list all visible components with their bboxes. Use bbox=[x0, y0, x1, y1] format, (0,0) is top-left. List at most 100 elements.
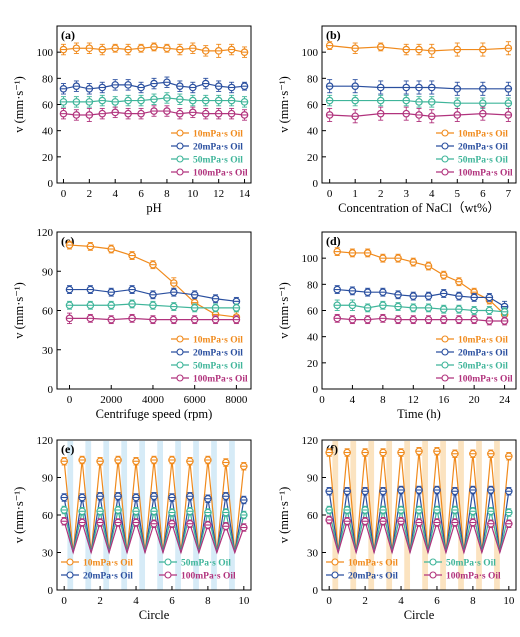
x-tick-label: 4 bbox=[350, 394, 356, 406]
legend-marker bbox=[331, 558, 339, 566]
y-axis-title: v (mm·s⁻¹) bbox=[12, 487, 26, 544]
legend-label: 100mPa·s Oil bbox=[446, 572, 501, 582]
legend-marker bbox=[331, 571, 339, 579]
background-stripe bbox=[139, 441, 146, 590]
x-axis-title: Circle bbox=[404, 608, 435, 622]
legend-marker bbox=[176, 361, 184, 369]
y-tick-label: 0 bbox=[313, 585, 319, 597]
background-stripe bbox=[211, 441, 217, 590]
y-tick-label: 120 bbox=[302, 435, 319, 447]
x-tick-label: 8000 bbox=[225, 394, 248, 406]
legend: 10mPa·s Oil 20mPa·s Oil 50mPa·s Oil 100mPa·… bbox=[171, 129, 248, 179]
legend-item-10mPa: 10mPa·s Oil bbox=[61, 558, 133, 569]
legend-label: 100mPa·s Oil bbox=[458, 375, 513, 385]
x-tick-label: 5 bbox=[455, 188, 461, 200]
legend: 10mPa·s Oil 20mPa·s Oil 50mPa·s Oil 100mPa·… bbox=[326, 558, 501, 582]
y-axis-title: v (mm·s⁻¹) bbox=[277, 76, 291, 133]
series-50mPa bbox=[325, 505, 513, 553]
x-tick-label: 2 bbox=[362, 595, 368, 607]
legend-marker bbox=[176, 168, 184, 176]
x-tick-label: 4000 bbox=[142, 394, 165, 406]
legend-label: 50mPa·s Oil bbox=[458, 362, 508, 372]
series-10mPa bbox=[60, 455, 248, 553]
legend-marker bbox=[441, 142, 449, 150]
x-tick-label: 12 bbox=[213, 188, 224, 200]
legend-marker bbox=[176, 129, 184, 137]
y-axis-title: v (mm·s⁻¹) bbox=[12, 76, 26, 133]
legend-label: 10mPa·s Oil bbox=[193, 336, 243, 346]
y-tick-label: 80 bbox=[42, 73, 54, 85]
y-tick-label: 80 bbox=[307, 279, 319, 291]
y-tick-label: 20 bbox=[42, 152, 54, 164]
y-tick-label: 120 bbox=[37, 435, 54, 447]
x-tick-label: 16 bbox=[438, 394, 450, 406]
x-tick-label: 0 bbox=[67, 394, 73, 406]
x-tick-label: 6000 bbox=[184, 394, 207, 406]
x-tick-label: 4 bbox=[398, 595, 404, 607]
x-tick-label: 7 bbox=[506, 188, 512, 200]
legend-item-100mPa: 100mPa·s Oil bbox=[171, 168, 248, 179]
legend: 10mPa·s Oil 20mPa·s Oil 50mPa·s Oil 100mPa·… bbox=[61, 558, 236, 582]
series-20mPa bbox=[59, 76, 249, 95]
background-stripe bbox=[121, 441, 128, 590]
legend-label: 100mPa·s Oil bbox=[181, 572, 236, 582]
legend-marker bbox=[429, 558, 437, 566]
series-20mPa bbox=[325, 485, 513, 553]
series-100mPa bbox=[325, 106, 513, 124]
y-tick-label: 100 bbox=[302, 253, 319, 265]
legend-item-20mPa: 20mPa·s Oil bbox=[436, 348, 508, 359]
panel-e: 0 30 60 90 120 0 2 4 6 8 10 Circle v (mm·s⁻¹) (e) 10mP… bbox=[12, 435, 252, 622]
series-100mPa bbox=[60, 517, 248, 555]
y-tick-label: 90 bbox=[42, 266, 54, 278]
x-tick-label: 10 bbox=[238, 595, 250, 607]
legend-item-20mPa: 20mPa·s Oil bbox=[436, 142, 508, 153]
y-tick-label: 20 bbox=[307, 358, 319, 370]
legend-label: 50mPa·s Oil bbox=[181, 559, 231, 569]
y-axis-title: v (mm·s⁻¹) bbox=[12, 282, 26, 339]
legend-item-10mPa: 10mPa·s Oil bbox=[171, 335, 243, 346]
panel-label: (d) bbox=[326, 234, 341, 248]
x-tick-label: 8 bbox=[205, 595, 211, 607]
panel-d: 0 20 40 60 80 100 0 4 8 12 16 20 24 Time (h) v (mm·s⁻¹… bbox=[277, 231, 517, 421]
legend-label: 10mPa·s Oil bbox=[83, 559, 133, 569]
legend: 10mPa·s Oil 20mPa·s Oil 50mPa·s Oil 100mPa·… bbox=[436, 129, 513, 179]
x-axis-title: Centrifuge speed (rpm) bbox=[96, 407, 213, 421]
legend-item-20mPa: 20mPa·s Oil bbox=[171, 348, 243, 359]
series-50mPa bbox=[65, 299, 241, 313]
x-tick-label: 0 bbox=[319, 394, 325, 406]
y-tick-label: 60 bbox=[42, 100, 54, 112]
legend-item-100mPa: 100mPa·s Oil bbox=[424, 571, 501, 582]
legend-item-100mPa: 100mPa·s Oil bbox=[159, 571, 236, 582]
x-tick-label: 2000 bbox=[100, 394, 123, 406]
legend: 10mPa·s Oil 20mPa·s Oil 50mPa·s Oil 100mPa·… bbox=[436, 335, 513, 385]
legend-item-10mPa: 10mPa·s Oil bbox=[326, 558, 398, 569]
x-tick-label: 8 bbox=[164, 188, 170, 200]
legend-marker bbox=[164, 571, 172, 579]
legend-marker bbox=[176, 142, 184, 150]
x-tick-label: 2 bbox=[97, 595, 103, 607]
background-stripes bbox=[67, 441, 235, 590]
y-tick-label: 0 bbox=[48, 384, 54, 396]
x-tick-label: 12 bbox=[408, 394, 419, 406]
legend-label: 20mPa·s Oil bbox=[348, 572, 398, 582]
series-line bbox=[337, 288, 505, 308]
legend-marker bbox=[66, 558, 74, 566]
background-stripe bbox=[85, 441, 92, 590]
legend-marker bbox=[176, 348, 184, 356]
legend-marker bbox=[441, 374, 449, 382]
legend-label: 20mPa·s Oil bbox=[458, 143, 508, 153]
y-axis-title: v (mm·s⁻¹) bbox=[277, 487, 291, 544]
y-tick-label: 60 bbox=[42, 306, 54, 318]
x-tick-label: 24 bbox=[499, 394, 511, 406]
y-tick-label: 40 bbox=[307, 126, 319, 138]
legend-marker bbox=[441, 361, 449, 369]
y-tick-label: 30 bbox=[42, 548, 54, 560]
series-50mPa bbox=[333, 299, 509, 317]
legend-item-10mPa: 10mPa·s Oil bbox=[436, 129, 508, 140]
background-stripe bbox=[67, 441, 74, 590]
legend-item-100mPa: 100mPa·s Oil bbox=[171, 374, 248, 385]
legend-label: 20mPa·s Oil bbox=[193, 143, 243, 153]
legend-item-100mPa: 100mPa·s Oil bbox=[436, 168, 513, 179]
legend-item-10mPa: 10mPa·s Oil bbox=[436, 335, 508, 346]
